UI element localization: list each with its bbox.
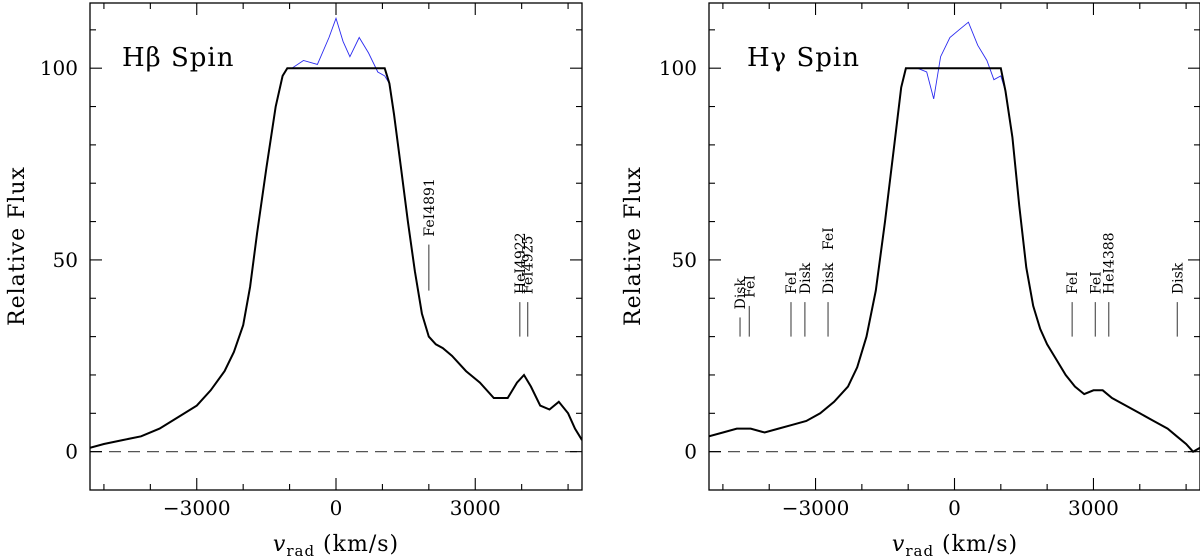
x-tick-label: 0 bbox=[330, 496, 343, 520]
y-tick-label: 50 bbox=[672, 248, 697, 272]
model-fit-line bbox=[90, 67, 582, 449]
observed-spectrum-line bbox=[709, 21, 1200, 453]
spectrum-series bbox=[90, 16, 582, 449]
line-marker-label: FeI bbox=[1088, 271, 1104, 294]
line-marker-label: FeI bbox=[784, 271, 800, 294]
axis-ticks: −3000 0 3000 0 50 100 bbox=[659, 3, 1200, 520]
y-tick-label: 100 bbox=[40, 56, 78, 80]
y-axis-label: Relative Flux bbox=[621, 166, 646, 326]
spectrum-series bbox=[709, 21, 1200, 453]
y-tick-label: 0 bbox=[65, 440, 78, 464]
line-marker-label: FeI bbox=[742, 275, 758, 298]
line-marker-label: HeI4388 bbox=[1102, 232, 1118, 294]
line-marker-label: HeI4922 bbox=[513, 232, 529, 294]
observed-spectrum-line bbox=[90, 16, 582, 449]
y-tick-label: 0 bbox=[684, 440, 697, 464]
panel-title: Hβ Spin bbox=[122, 43, 235, 73]
line-marker-label: Disk bbox=[733, 278, 749, 310]
x-axis-label: vrad (km/s) bbox=[892, 532, 1018, 559]
y-tick-label: 100 bbox=[659, 56, 697, 80]
plot-frame bbox=[89, 2, 583, 491]
line-marker-label: FeI bbox=[1065, 271, 1081, 294]
model-fit-line bbox=[709, 67, 1200, 453]
y-axis-label: Relative Flux bbox=[5, 166, 30, 326]
x-axis-label: vrad (km/s) bbox=[273, 532, 399, 559]
x-tick-label: −3000 bbox=[782, 496, 850, 520]
line-marker-label: Disk bbox=[798, 262, 814, 294]
line-marker-label: FeI4891 bbox=[422, 178, 438, 236]
axis-ticks: −3000 0 3000 0 50 100 bbox=[40, 3, 582, 520]
x-tick-label: −3000 bbox=[163, 496, 231, 520]
line-marker-label: Disk bbox=[821, 262, 837, 294]
y-tick-label: 50 bbox=[53, 248, 78, 272]
plot-frame bbox=[708, 2, 1200, 491]
x-tick-label: 3000 bbox=[450, 496, 501, 520]
x-tick-label: 3000 bbox=[1068, 496, 1119, 520]
line-marker-label: FeI bbox=[821, 227, 837, 250]
x-tick-label: 0 bbox=[948, 496, 961, 520]
line-marker-label: FeI4925 bbox=[521, 236, 537, 294]
line-marker-label: Disk bbox=[1170, 262, 1186, 294]
panel-title: Hγ Spin bbox=[747, 43, 860, 73]
